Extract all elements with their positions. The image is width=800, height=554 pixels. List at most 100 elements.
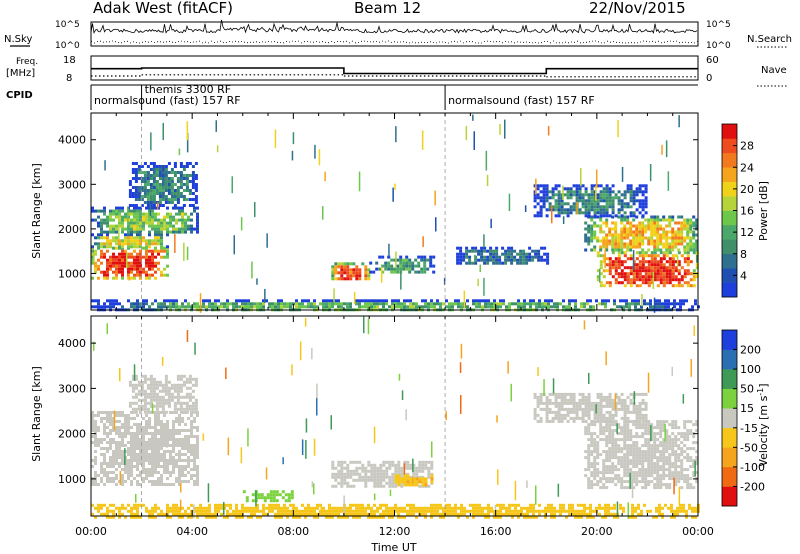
velocity-cell (155, 404, 159, 408)
power-cell (178, 206, 181, 210)
velocity-cell (536, 398, 540, 402)
power-cell (493, 302, 496, 306)
velocity-cell (161, 395, 165, 399)
velocity-cell (106, 480, 109, 483)
velocity-cell (611, 429, 615, 433)
power-cell (605, 211, 609, 215)
power-cell (181, 224, 184, 228)
power-cell (587, 208, 591, 212)
power-cell (340, 265, 344, 269)
velocity-cell (379, 472, 383, 476)
velocity-cell (596, 419, 600, 423)
velocity-cell (647, 438, 651, 442)
power-cell (674, 260, 678, 264)
power-cell (599, 218, 603, 222)
velocity-cell (557, 407, 561, 411)
velocity-cell (623, 404, 627, 408)
power-cell (131, 186, 135, 189)
velocity-cell (260, 493, 264, 497)
power-cell (106, 299, 109, 303)
power-cell (680, 230, 684, 234)
velocity-cell (188, 395, 192, 399)
power-cell (590, 184, 594, 188)
power-cell (151, 249, 154, 253)
velocity-cell (644, 441, 648, 445)
velocity-cell (605, 410, 609, 414)
velocity-cell (418, 469, 422, 473)
power-cell (614, 230, 618, 234)
velocity-cell (304, 515, 307, 519)
velocity-cell (614, 419, 618, 423)
velocity-cell (298, 512, 301, 516)
power-speckle (472, 114, 474, 121)
velocity-cell (179, 389, 183, 393)
velocity-cell (196, 450, 199, 453)
velocity-cell (130, 474, 133, 477)
velocity-cell (683, 432, 687, 436)
power-cell (367, 268, 371, 272)
velocity-cell (560, 413, 564, 417)
velocity-cell (602, 477, 606, 481)
power-cell (112, 305, 115, 309)
power-cell (593, 245, 597, 249)
velocity-cell (611, 420, 615, 424)
velocity-cell (659, 453, 663, 457)
velocity-cell (172, 456, 175, 459)
velocity-cell (121, 438, 124, 441)
power-cell (584, 221, 588, 225)
velocity-cell (391, 481, 395, 485)
velocity-cell (668, 462, 672, 466)
velocity-cell (644, 444, 648, 448)
velocity-cell (560, 392, 564, 396)
velocity-cell (142, 426, 145, 429)
velocity-cell (584, 468, 588, 472)
velocity-cell (379, 503, 382, 507)
power-cell (620, 230, 624, 234)
power-cell (516, 261, 520, 265)
power-cell (653, 248, 657, 252)
power-cell (589, 299, 592, 303)
velocity-cell (370, 466, 374, 470)
power-cell (97, 258, 100, 262)
velocity-cell (103, 456, 106, 459)
power-cell (118, 215, 121, 219)
velocity-cell (647, 447, 651, 451)
velocity-cell (163, 444, 166, 447)
velocity-cell (590, 401, 594, 405)
power-cell (163, 215, 166, 219)
power-cell (653, 242, 657, 246)
power-cell (109, 299, 112, 303)
power-cell (650, 227, 654, 231)
power-cell (629, 257, 633, 261)
power-cell (653, 269, 657, 273)
velocity-cell (623, 438, 627, 442)
power-cell (572, 190, 576, 194)
power-cell (638, 254, 642, 258)
power-cell (172, 224, 175, 228)
velocity-cell (668, 459, 672, 463)
velocity-cell (94, 483, 97, 486)
nsky-panel (90, 19, 699, 47)
velocity-cell (130, 480, 133, 483)
power-cell (563, 202, 567, 206)
velocity-cell (671, 432, 675, 436)
power-cell (145, 270, 148, 274)
velocity-cell (629, 432, 633, 436)
velocity-cell (142, 444, 145, 447)
power-cell (358, 271, 362, 275)
power-cell (399, 255, 403, 259)
power-cell (474, 249, 478, 253)
power-cell (599, 239, 603, 243)
velocity-cell (208, 515, 211, 519)
velocity-cell (310, 509, 313, 513)
velocity-cell (187, 444, 190, 447)
velocity-cell (103, 459, 106, 462)
velocity-cell (548, 398, 552, 402)
power-cell (139, 255, 142, 259)
velocity-cell (635, 453, 639, 457)
power-cell (408, 261, 412, 265)
velocity-cell (602, 465, 606, 469)
power-cell (661, 302, 664, 306)
velocity-cell (173, 404, 177, 408)
velocity-cell (632, 419, 636, 423)
